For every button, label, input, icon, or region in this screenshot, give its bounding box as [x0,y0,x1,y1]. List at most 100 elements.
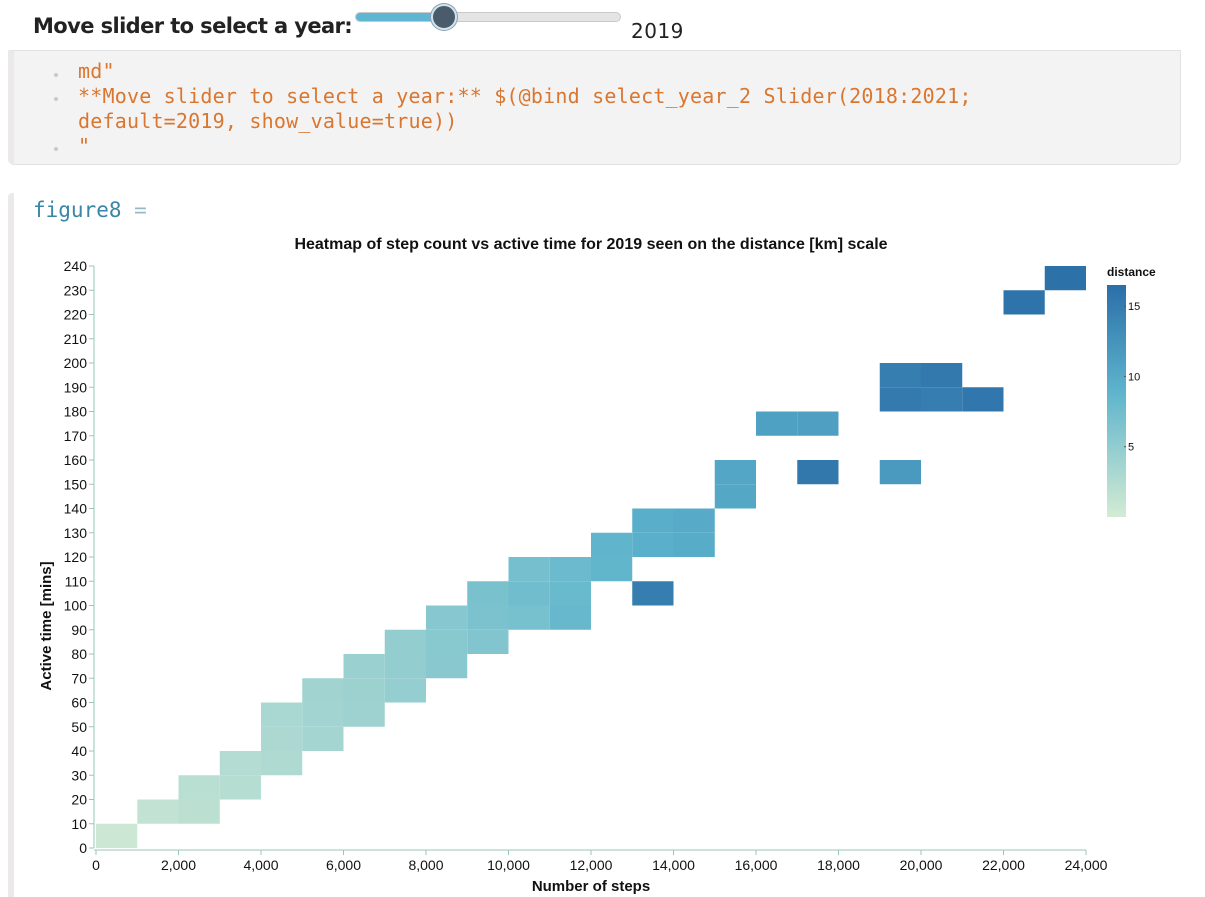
y-tick-label: 160 [64,452,88,468]
heatmap-cell [426,605,468,630]
heatmap-cell [137,799,179,824]
heatmap-cell [384,678,426,703]
x-tick-label: 2,000 [161,857,196,873]
heatmap-cell [632,532,674,557]
heatmap-cell [508,557,550,582]
x-tick-label: 12,000 [570,857,613,873]
heatmap-cell [549,605,591,630]
legend-gradient [1107,285,1126,517]
heatmap-cell [467,629,509,654]
x-tick-label: 6,000 [326,857,361,873]
y-tick-label: 190 [64,379,88,395]
assign-sign: = [134,198,147,222]
y-tick-label: 240 [64,258,88,274]
heatmap-cell [632,508,674,533]
heatmap-cell [343,654,385,679]
x-axis: 0 2,000 4,000 6,000 8,000 10,000 12,000 14,000 1… [92,849,1108,873]
y-tick-label: 50 [71,719,87,735]
line-marker [54,147,58,151]
heatmap-cell [302,726,344,751]
legend-title: distance [1107,265,1156,279]
heatmap-cell [343,702,385,727]
heatmap-cell [302,678,344,703]
heatmap-cell [384,629,426,654]
heatmap-cell [343,678,385,703]
y-tick-label: 90 [71,622,87,638]
heatmap-cell [261,751,303,776]
heatmap-cell [797,460,839,485]
heatmap-cell [467,605,509,630]
heatmap-cell [879,363,921,388]
heatmap-cell [673,532,715,557]
chart-title: Heatmap of step count vs active time for… [294,236,887,253]
x-tick-label: 20,000 [900,857,943,873]
code-cell[interactable]: md" **Move slider to select a year:** $(… [8,50,1181,165]
y-tick-label: 80 [71,646,87,662]
heatmap-chart: Heatmap of step count vs active time for… [38,236,1156,895]
heatmap-cell [261,702,303,727]
slider-thumb[interactable] [431,4,457,30]
legend-tick-label: 15 [1128,301,1140,313]
heatmap-cell [591,532,633,557]
year-slider[interactable] [355,4,621,30]
code-line: default=2019, show_value=true)) [78,109,458,133]
y-tick-label: 0 [79,840,87,856]
y-tick-label: 170 [64,428,88,444]
y-tick-label: 230 [64,282,88,298]
heatmap-cell [508,605,550,630]
heatmap-cell [1003,290,1045,315]
x-tick-label: 8,000 [408,857,443,873]
y-tick-label: 110 [65,573,88,589]
heatmap-cell [591,557,633,582]
x-tick-label: 14,000 [652,857,695,873]
heatmap-cell [962,387,1004,412]
y-tick-label: 70 [71,670,87,686]
y-tick-label: 40 [71,743,87,759]
heatmap-cell [384,654,426,679]
heatmap-cell [178,775,220,800]
heatmap-cell [508,581,550,606]
line-marker [54,97,58,101]
heatmap-cell [879,460,921,485]
heatmap-cell [714,484,756,509]
heatmap-cell [261,726,303,751]
legend-tick-label: 5 [1128,442,1134,454]
heatmap-cell [549,557,591,582]
y-tick-label: 200 [64,355,88,371]
y-tick-label: 30 [71,767,87,783]
x-tick-label: 24,000 [1065,857,1108,873]
slider-value: 2019 [631,19,684,43]
variable-name: figure8 [33,198,122,222]
heatmap-cell [467,581,509,606]
y-tick-label: 60 [71,695,87,711]
heatmap-cell [797,411,839,436]
y-tick-label: 140 [64,501,88,517]
y-tick-label: 220 [64,307,88,323]
heatmap-cell [426,654,468,679]
x-axis-label: Number of steps [532,878,650,895]
color-legend: distance 5 10 15 [1107,265,1156,517]
x-tick-label: 10,000 [487,857,530,873]
slider-fill [356,13,444,21]
slider-label: Move slider to select a year: [33,14,353,38]
heatmap-cell [756,411,798,436]
heatmap-cell [714,460,756,485]
code-line: " [78,134,91,158]
heatmap-cell [921,363,963,388]
heatmap-cell [426,629,468,654]
output-cell-name: figure8 = [33,198,147,222]
x-tick-label: 16,000 [735,857,778,873]
y-tick-label: 120 [64,549,88,565]
y-tick-label: 210 [64,331,88,347]
heatmap-cell [879,387,921,412]
code-line: md" [78,59,115,83]
y-tick-label: 20 [71,792,87,808]
heatmap-cell [302,702,344,727]
output-cell-gutter [8,193,14,897]
heatmap-cell [178,799,220,824]
heatmap-cell [921,387,963,412]
y-axis: 0 10 20 30 40 50 60 70 80 90 100 110 120 130 140 150 160… [64,258,95,856]
y-tick-label: 180 [64,404,88,420]
heatmap-cell [96,823,138,848]
legend-ticks: 5 10 15 [1124,301,1140,454]
